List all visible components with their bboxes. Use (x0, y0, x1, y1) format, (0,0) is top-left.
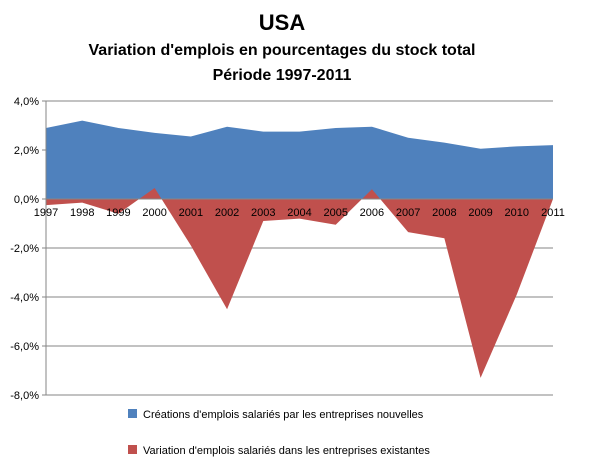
chart-subtitle: Variation d'emplois en pourcentages du s… (89, 42, 476, 59)
x-tick-label: 2005 (323, 207, 347, 219)
x-tick-label: 1998 (70, 207, 94, 219)
x-tick-label: 2008 (432, 207, 456, 219)
x-tick-label: 2006 (360, 207, 384, 219)
legend-swatch-2 (128, 445, 137, 454)
y-tick-label: -6,0% (10, 341, 39, 353)
x-tick-label: 2009 (468, 207, 492, 219)
legend-swatch-1 (128, 409, 137, 418)
x-tick-label: 2004 (287, 207, 311, 219)
y-tick-label: -2,0% (10, 243, 39, 255)
legend-label-2: Variation d'emplois salariés dans les en… (143, 445, 430, 457)
y-tick-label: -4,0% (10, 292, 39, 304)
x-tick-label: 2002 (215, 207, 239, 219)
chart-period: Période 1997-2011 (213, 67, 352, 84)
x-tick-label: 2003 (251, 207, 275, 219)
x-tick-label: 1997 (34, 207, 58, 219)
x-tick-label: 2000 (142, 207, 166, 219)
legend-label-1: Créations d'emplois salariés par les ent… (143, 409, 424, 421)
legend: Créations d'emplois salariés par les ent… (128, 409, 430, 457)
area-series-1 (46, 120, 553, 199)
y-tick-label: 2,0% (14, 145, 39, 157)
x-tick-label: 2011 (541, 207, 565, 219)
chart-title: USA (259, 10, 306, 35)
x-tick-label: 1999 (106, 207, 130, 219)
y-tick-label: 0,0% (14, 194, 39, 206)
y-tick-label: 4,0% (14, 96, 39, 108)
x-tick-label: 2010 (505, 207, 529, 219)
area-series-2 (46, 187, 553, 378)
y-tick-label: -8,0% (10, 390, 39, 402)
axes: -8,0% -6,0% -4,0% -2,0% 0,0% 2,0% 4,0% 1997 1998… (10, 96, 565, 402)
x-tick-label: 2007 (396, 207, 420, 219)
plot-areas (46, 120, 553, 378)
x-tick-label: 2001 (179, 207, 203, 219)
